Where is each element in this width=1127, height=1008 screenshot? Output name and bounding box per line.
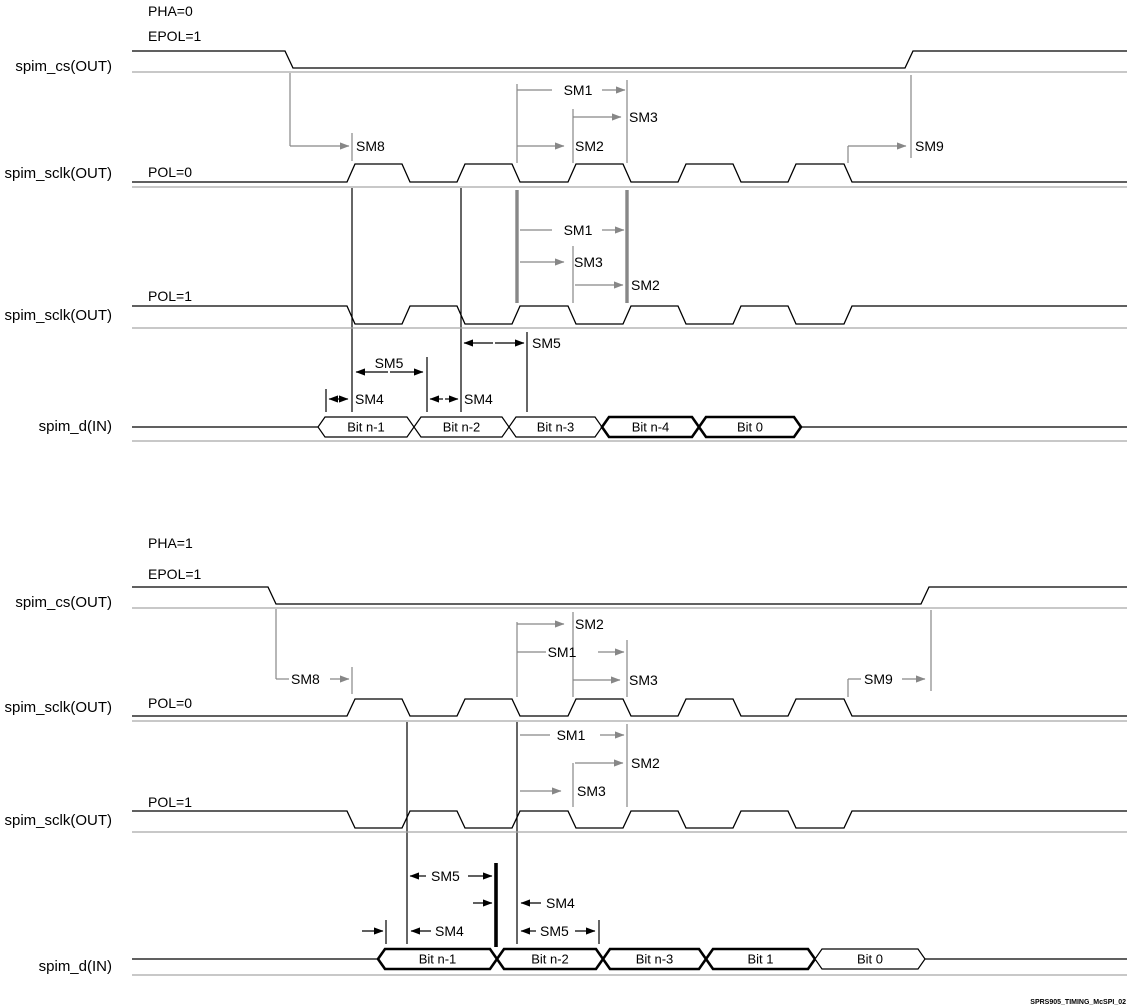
bit-label: Bit n-2 [443,420,481,435]
sm3-label: SM3 [574,254,603,270]
signal-label-cs: spim_cs(OUT) [15,594,112,611]
sm2-label: SM2 [575,616,604,632]
signal-label-sclk-pol1: spim_sclk(OUT) [5,812,113,829]
bit-cell [697,415,803,439]
sm5-label: SM5 [540,923,569,939]
diagram-pha0: PHA=0 EPOL=1 spim_cs(OUT) SM8 SM9 spim_sclk(O… [5,3,1127,442]
bit-cell [814,948,926,970]
sm8-label: SM8 [291,671,320,687]
pol0-tag: POL=0 [148,164,192,180]
bit-label: Bit 0 [737,420,763,435]
bit-label: Bit 1 [747,952,773,967]
sm3-label: SM3 [629,109,658,125]
bit-label: Bit n-2 [531,952,569,967]
sm9-label: SM9 [864,671,893,687]
pol1-tag: POL=1 [148,794,192,810]
cs-waveform [132,586,1127,605]
pha-label: PHA=1 [148,535,193,551]
pol0-tag: POL=0 [148,695,192,711]
sm4-label: SM4 [355,391,384,407]
sm4-label: SM4 [435,923,464,939]
sm9-label: SM9 [915,138,944,154]
pol1-tag: POL=1 [148,288,192,304]
sm1-label: SM1 [557,727,586,743]
sclk-pol0-waveform [132,163,1127,183]
signal-label-data: spim_d(IN) [39,958,112,975]
sm5-label: SM5 [431,868,460,884]
sm2-label: SM2 [631,277,660,293]
sm3-label: SM3 [577,783,606,799]
sm5-label: SM5 [375,355,404,371]
bit-label: Bit n-1 [347,420,385,435]
signal-label-sclk-pol1: spim_sclk(OUT) [5,307,113,324]
cs-waveform [132,50,1127,69]
sclk-pol0-waveform [132,698,1127,717]
sm3-label: SM3 [629,672,658,688]
figure-code: SPRS905_TIMING_McSPI_02 [1030,999,1126,1006]
pha-label: PHA=0 [148,3,193,19]
signal-label-sclk-pol0: spim_sclk(OUT) [5,165,113,182]
signal-label-data: spim_d(IN) [39,418,112,435]
sclk-pol1-waveform [132,305,1127,325]
epol-label: EPOL=1 [148,566,202,582]
epol-label: EPOL=1 [148,28,202,44]
bit-label: Bit n-3 [537,420,575,435]
sm8-label: SM8 [356,138,385,154]
bit-label: Bit n-3 [636,952,674,967]
bit-label: Bit n-1 [419,952,457,967]
sm4-label: SM4 [546,895,575,911]
sm2-label: SM2 [631,755,660,771]
sm1-label: SM1 [564,82,593,98]
bit-label: Bit n-4 [632,420,670,435]
sclk-pol1-waveform [132,810,1127,829]
signal-label-sclk-pol0: spim_sclk(OUT) [5,699,113,716]
bit-label: Bit 0 [857,952,883,967]
sm2-label: SM2 [575,138,604,154]
sm4-label: SM4 [464,391,493,407]
sm5-label: SM5 [532,335,561,351]
diagram-pha1: PHA=1 EPOL=1 spim_cs(OUT) SM8 SM9 spim_sclk(O… [5,535,1127,976]
sm1-label: SM1 [564,222,593,238]
sm1-label: SM1 [548,644,577,660]
signal-label-cs: spim_cs(OUT) [15,58,112,75]
